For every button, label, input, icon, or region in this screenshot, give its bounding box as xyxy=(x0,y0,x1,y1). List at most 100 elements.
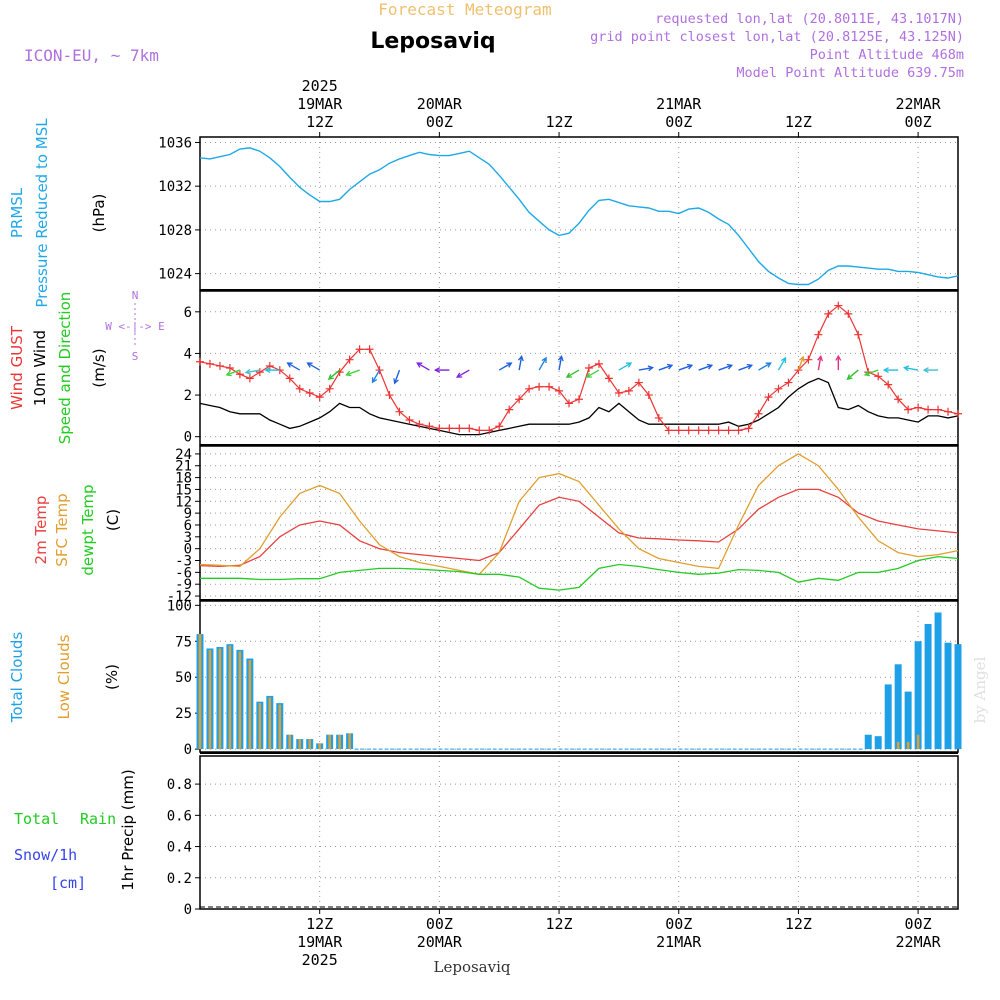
ytick-label-clouds: 50 xyxy=(175,670,192,686)
gust-marker xyxy=(365,345,374,354)
gust-marker xyxy=(295,384,304,393)
wind-arrow-head xyxy=(882,367,889,374)
gust-marker xyxy=(614,388,623,397)
gust-marker xyxy=(495,422,504,431)
low-cloud-bar xyxy=(308,739,311,750)
gust-marker xyxy=(594,359,603,368)
temp-sfc-line xyxy=(199,453,959,576)
bottom-time-label: 00Z xyxy=(665,915,692,933)
ytick-label-wind: 6 xyxy=(184,305,192,321)
total-cloud-bar xyxy=(864,734,872,750)
low-cloud-bar xyxy=(228,645,232,750)
cloud-ylabel-unit: (%) xyxy=(103,664,121,690)
y-axis-labels: 10241028103210360246-12-9-6-303691215182… xyxy=(8,118,192,918)
wind-arrow xyxy=(678,364,693,371)
gust-marker xyxy=(465,424,474,433)
wind-arrow-head xyxy=(666,363,674,370)
wind-arrow xyxy=(586,369,600,378)
wind-arrow-head xyxy=(541,356,547,363)
ytick-label-temperature: -12 xyxy=(167,589,192,605)
gust-marker xyxy=(854,330,863,339)
wind-arrow xyxy=(245,369,260,374)
ytick-label-precip: 0.6 xyxy=(167,808,192,824)
wind-arrow-head xyxy=(780,356,787,363)
bottom-time-label: 19MAR xyxy=(297,933,343,951)
gust-marker xyxy=(764,393,773,402)
wind-arrow-head xyxy=(286,362,293,368)
precip-label-rain: Rain xyxy=(80,810,116,828)
low-cloud-bar xyxy=(218,648,222,750)
pressure-ylabel-unit: (hPa) xyxy=(90,194,108,233)
total-cloud-bar xyxy=(874,736,882,750)
temp-ylabel-sfc: SFC Temp xyxy=(53,493,71,566)
gust-marker xyxy=(565,399,574,408)
gust-marker xyxy=(425,422,434,431)
wind-arrow-head xyxy=(817,354,824,362)
temp-ylabel-dewpt: dewpt Temp xyxy=(79,484,97,575)
top-time-label: 19MAR xyxy=(297,95,343,113)
gust-marker xyxy=(684,426,693,435)
gust-marker xyxy=(315,393,324,402)
model-label: ICON-EU, ~ 7km xyxy=(24,46,159,65)
gust-marker xyxy=(575,395,583,404)
wind-arrow xyxy=(538,357,547,371)
ytick-label-temperature: 18 xyxy=(175,471,192,487)
wind-arrow-head xyxy=(626,362,633,368)
gust-marker xyxy=(824,309,833,318)
top-time-label: 00Z xyxy=(665,113,692,131)
wind-arrow xyxy=(658,364,673,371)
requested-coords: requested lon,lat (20.8011E, 43.1017N) xyxy=(655,11,964,27)
total-cloud-bar xyxy=(894,664,902,750)
cloud-ylabel-low: Low Clouds xyxy=(55,634,73,719)
bottom-time-label: 12Z xyxy=(785,915,812,933)
low-cloud-bar xyxy=(896,741,900,750)
wind-arrow-head xyxy=(726,363,734,370)
low-cloud-bar xyxy=(198,634,202,750)
location-title: Leposaviq xyxy=(370,29,495,54)
gust-marker xyxy=(674,426,683,435)
gust-marker xyxy=(255,368,264,377)
wind-arrow xyxy=(758,362,772,371)
wind-arrow-head xyxy=(506,362,513,368)
temp-ylabel-unit: (C) xyxy=(104,509,122,531)
wind-arrow-head xyxy=(393,378,399,385)
gust-marker xyxy=(894,395,903,404)
wind-arrow-head xyxy=(517,354,524,362)
ytick-label-precip: 0.4 xyxy=(167,840,192,856)
gust-marker xyxy=(704,426,713,435)
low-cloud-bar xyxy=(288,734,292,750)
wind-arrow xyxy=(777,357,787,371)
low-cloud-bar xyxy=(298,739,301,750)
low-cloud-bar xyxy=(348,733,351,750)
gust-marker xyxy=(604,374,613,383)
wind-arrow xyxy=(371,369,381,383)
wind-arrow-head xyxy=(371,377,378,384)
wind-arrow-head xyxy=(902,365,910,372)
gust-marker xyxy=(305,388,314,397)
gust-marker xyxy=(814,330,823,339)
ytick-label-precip: 0 xyxy=(184,902,192,918)
total-cloud-bar xyxy=(904,691,912,750)
ytick-label-temperature: -3 xyxy=(175,554,192,570)
grid-layer xyxy=(200,137,958,910)
wind-arrow xyxy=(328,369,341,380)
top-time-label: 20MAR xyxy=(417,95,463,113)
ytick-label-temperature: -6 xyxy=(175,565,192,581)
wind-arrow xyxy=(797,356,804,371)
bottom-time-label: 21MAR xyxy=(656,933,702,951)
top-time-label: 22MAR xyxy=(896,95,942,113)
temp-dewpt-line xyxy=(200,555,959,591)
ytick-label-pressure: 1036 xyxy=(158,135,192,151)
wind-arrow xyxy=(498,362,512,371)
low-cloud-bar xyxy=(906,741,910,750)
ytick-label-precip: 0.8 xyxy=(167,777,192,793)
model-altitude: Model Point Altitude 639.75m xyxy=(736,65,964,81)
gust-marker xyxy=(285,374,294,383)
wind-ylabel-dir: Speed and Direction xyxy=(56,292,74,445)
ytick-label-clouds: 25 xyxy=(175,706,192,722)
ytick-label-pressure: 1024 xyxy=(158,267,192,283)
bottom-time-label: 12Z xyxy=(546,915,573,933)
gust-marker xyxy=(415,420,424,429)
gust-marker xyxy=(644,391,653,400)
